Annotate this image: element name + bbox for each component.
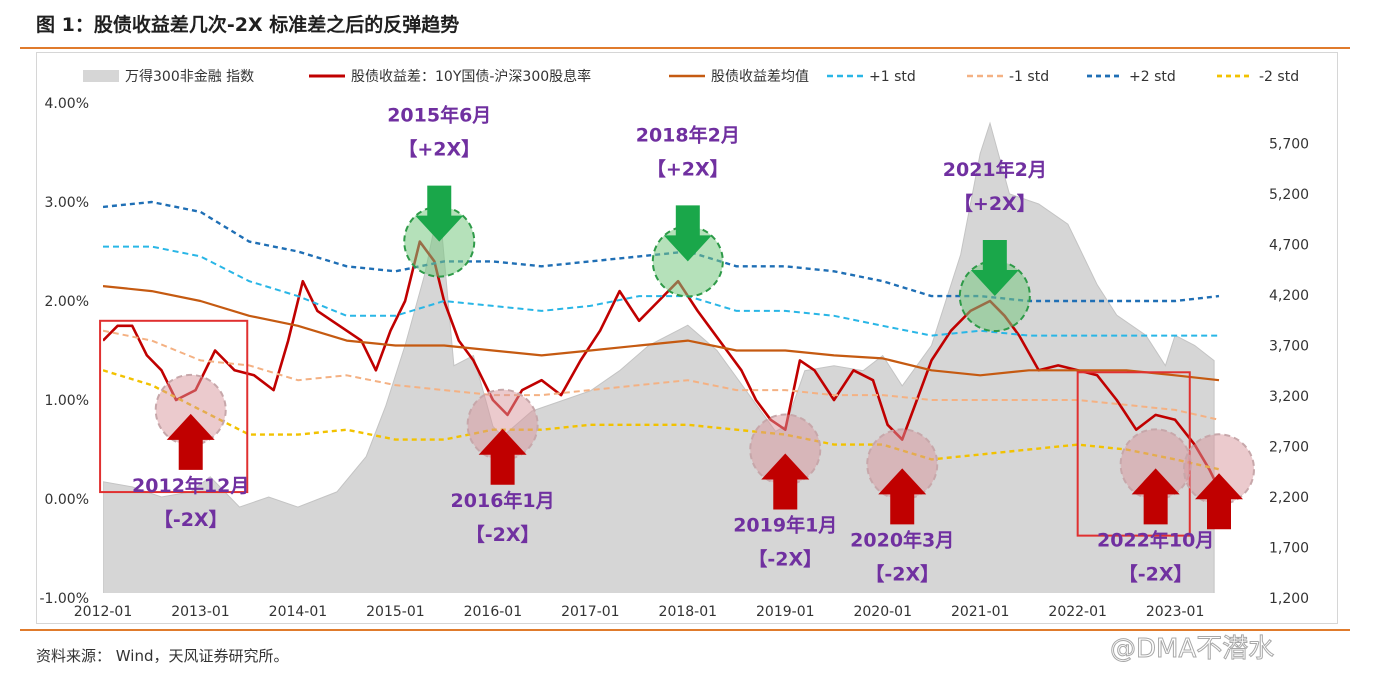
down-arrow-icon bbox=[970, 240, 1019, 297]
annotation-mult-3: 【+2X】 bbox=[647, 157, 729, 180]
chart-svg: 万得300非金融 指数 股债收益差：10Y国债-沪深300股息率 股债收益差均值 +1… bbox=[39, 68, 1309, 620]
annotation-mult-5: 【-2X】 bbox=[865, 562, 939, 585]
right-tick-label: 2,200 bbox=[1269, 490, 1309, 506]
chart-legend: 万得300非金融 指数 股债收益差：10Y国债-沪深300股息率 股债收益差均值 +1… bbox=[83, 68, 1299, 85]
legend-label-5: +2 std bbox=[1129, 69, 1176, 85]
x-tick-label: 2020-01 bbox=[853, 604, 912, 620]
legend-label-0: 万得300非金融 指数 bbox=[125, 68, 254, 85]
annotation-mult-1: 【+2X】 bbox=[398, 138, 480, 161]
right-tick-label: 3,200 bbox=[1269, 389, 1309, 405]
annotation-mult-7: 【-2X】 bbox=[1119, 562, 1193, 585]
x-tick-label: 2023-01 bbox=[1146, 604, 1205, 620]
series-line bbox=[103, 240, 1221, 490]
x-tick-label: 2022-01 bbox=[1048, 604, 1107, 620]
source-note: 资料来源： Wind，天风证券研究所。 bbox=[36, 647, 289, 665]
up-arrow-icon bbox=[478, 428, 527, 485]
x-tick-label: 2019-01 bbox=[756, 604, 815, 620]
annotation-mult-6: 【+2X】 bbox=[954, 192, 1036, 215]
series-line bbox=[103, 200, 1220, 303]
series-line bbox=[103, 329, 1220, 421]
x-tick-label: 2013-01 bbox=[171, 604, 230, 620]
legend-swatch-0 bbox=[83, 70, 119, 82]
annotation-date-1: 2015年6月 bbox=[387, 104, 491, 127]
annotation-date-5: 2020年3月 bbox=[850, 528, 954, 551]
annotation-mult-4: 【-2X】 bbox=[748, 548, 822, 571]
up-arrow-icon bbox=[1195, 473, 1243, 530]
annotation-date-3: 2018年2月 bbox=[636, 123, 740, 146]
left-tick-label: 3.00% bbox=[45, 195, 89, 211]
watermark: @DMA不潜水 bbox=[1109, 634, 1275, 665]
x-tick-label: 2018-01 bbox=[659, 604, 718, 620]
annotation-date-4: 2019年1月 bbox=[733, 514, 837, 537]
chart-panel: 万得300非金融 指数 股债收益差：10Y国债-沪深300股息率 股债收益差均值 +1… bbox=[36, 52, 1338, 624]
right-tick-label: 5,200 bbox=[1269, 187, 1309, 203]
highlight-frame-2012 bbox=[99, 319, 249, 494]
x-tick-label: 2015-01 bbox=[366, 604, 425, 620]
right-tick-label: 3,700 bbox=[1269, 338, 1309, 354]
series-area-index bbox=[103, 121, 1215, 593]
legend-label-6: -2 std bbox=[1259, 69, 1299, 85]
right-tick-label: 1,700 bbox=[1269, 540, 1309, 556]
series-line bbox=[103, 369, 1220, 471]
annotation-date-2: 2016年1月 bbox=[451, 489, 555, 512]
right-tick-label: 4,200 bbox=[1269, 288, 1309, 304]
x-tick-label: 2017-01 bbox=[561, 604, 620, 620]
up-arrow-icon bbox=[761, 453, 810, 510]
legend-label-2: 股债收益差均值 bbox=[711, 69, 809, 85]
bottom-rule bbox=[20, 629, 1350, 631]
down-arrow-icon bbox=[663, 205, 712, 262]
up-arrow-icon bbox=[1131, 468, 1180, 525]
right-tick-label: 2,700 bbox=[1269, 439, 1309, 455]
annotation-date-0: 2012年12月 bbox=[132, 474, 249, 497]
left-axis-ticks: 4.00% 3.00% 2.00% 1.00% 0.00% -1.00% bbox=[39, 96, 89, 607]
legend-label-3: +1 std bbox=[869, 69, 916, 85]
x-tick-label: 2014-01 bbox=[269, 604, 328, 620]
annotation-date-6: 2021年2月 bbox=[943, 158, 1047, 181]
down-arrow-icon bbox=[415, 185, 464, 242]
figure-title: 图 1：股债收益差几次-2X 标准差之后的反弹趋势 bbox=[36, 14, 460, 36]
annotation-mult-0: 【-2X】 bbox=[154, 508, 228, 531]
right-tick-label: 1,200 bbox=[1269, 591, 1309, 607]
left-tick-label: -1.00% bbox=[39, 591, 89, 607]
legend-label-4: -1 std bbox=[1009, 69, 1049, 85]
left-tick-label: 1.00% bbox=[45, 393, 89, 409]
left-tick-label: 0.00% bbox=[45, 492, 89, 508]
x-tick-label: 2012-01 bbox=[74, 604, 133, 620]
right-tick-label: 4,700 bbox=[1269, 237, 1309, 253]
series-line bbox=[103, 245, 1219, 337]
annotation-mult-2: 【-2X】 bbox=[466, 523, 540, 546]
x-tick-label: 2016-01 bbox=[464, 604, 523, 620]
legend-label-1: 股债收益差：10Y国债-沪深300股息率 bbox=[351, 68, 591, 85]
x-axis-ticks: 2012-01 2013-01 2014-01 2015-01 2016-01 2017-… bbox=[74, 604, 1205, 620]
plot-area bbox=[103, 121, 1221, 593]
series-line bbox=[103, 285, 1220, 382]
up-arrow-icon bbox=[166, 413, 215, 470]
right-axis-ticks: 5,700 5,200 4,700 4,200 3,700 3,200 2,700 2,200… bbox=[1269, 136, 1309, 607]
up-arrow-icon bbox=[878, 468, 927, 525]
annotation-date-7: 2022年10月 bbox=[1097, 528, 1214, 551]
left-tick-label: 4.00% bbox=[45, 96, 89, 112]
right-tick-label: 5,700 bbox=[1269, 136, 1309, 152]
top-rule bbox=[20, 47, 1350, 49]
x-tick-label: 2021-01 bbox=[951, 604, 1010, 620]
left-tick-label: 2.00% bbox=[45, 294, 89, 310]
annotations: 2012年12月【-2X】2015年6月【+2X】2016年1月【-2X】201… bbox=[99, 104, 1255, 585]
